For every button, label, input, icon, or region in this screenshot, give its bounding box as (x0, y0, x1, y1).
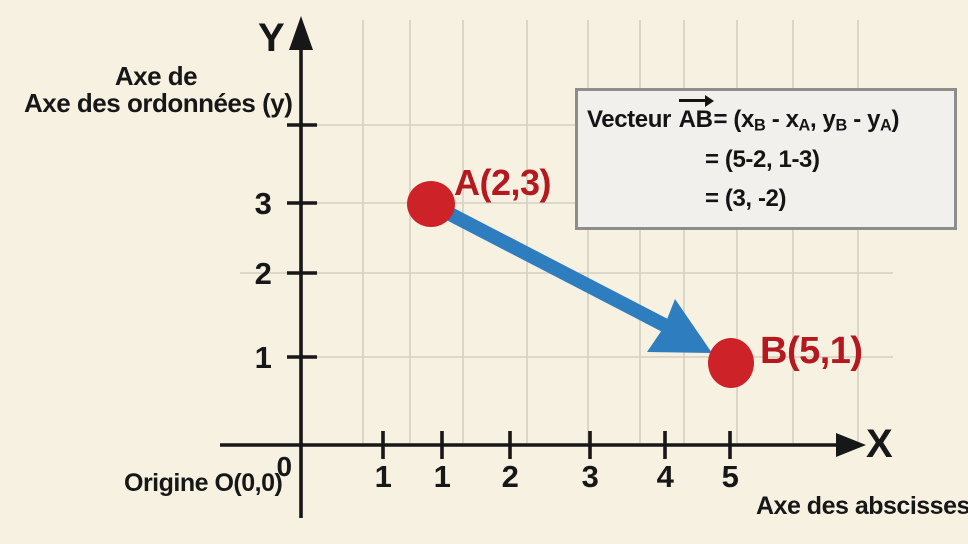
formula-sub-b: B (835, 116, 847, 135)
formula-eq1-seg: , y (810, 106, 836, 133)
point-b-label: B(5,1) (760, 330, 863, 372)
x-tick-label-5: 5 (721, 459, 739, 494)
vector-ab-notation: AB (678, 94, 714, 133)
grid-lines (240, 20, 893, 443)
x-tick-label-1b: 1 (433, 459, 451, 494)
y-axis-arrowhead (289, 16, 313, 50)
y-axis-caption: Axe de Axe des ordonnées (y) (24, 61, 293, 118)
formula-intro: Vecteur (587, 106, 671, 133)
x-tick-label-1a: 1 (374, 459, 392, 494)
point-a-label: A(2,3) (454, 162, 552, 203)
formula-line-1: Vecteur AB= (xB - xA, yB - yA) (587, 94, 948, 135)
x-axis-caption: Axe des abscisses (756, 492, 968, 520)
y-tick-label-1: 1 (254, 340, 272, 375)
vector-ab-text: AB (678, 106, 713, 133)
origin-zero-label: 0 (276, 451, 292, 482)
formula-line-3: = (3, -2) (705, 185, 787, 212)
x-axis-letter: X (866, 422, 893, 466)
vector-ab-arrowhead (647, 299, 712, 353)
x-tick-label-3: 3 (581, 459, 599, 494)
point-b-dot (708, 338, 754, 388)
point-a-dot (407, 181, 455, 227)
formula-eq1-seg: - y (846, 106, 881, 133)
formula-line-2: = (5-2, 1-3) (705, 146, 820, 173)
y-tick-label-2: 2 (254, 256, 272, 291)
y-tick-label-3: 3 (254, 186, 272, 221)
formula-sub-a: A (798, 116, 811, 135)
vector-overline-arrow-icon (678, 94, 714, 107)
x-axis-ticks (381, 431, 732, 459)
x-tick-label-4: 4 (656, 459, 674, 494)
y-axis-ticks (287, 123, 317, 359)
y-axis-caption-line2: Axe des ordonnées (y) (24, 88, 293, 118)
x-tick-label-2: 2 (501, 459, 519, 494)
y-axis-caption-line1: Axe de (114, 61, 198, 91)
formula-eq1-seg: ) (891, 106, 900, 133)
origin-caption: Origine O(0,0) (124, 469, 283, 497)
formula-eq1-seg: = (x (713, 106, 755, 133)
formula-sub-a: A (880, 116, 892, 135)
x-axis-arrowhead (836, 433, 866, 457)
formula-box: Vecteur AB= (xB - xA, yB - yA) = (5-2, 1-… (575, 88, 957, 230)
formula-eq1-seg: - x (765, 106, 799, 133)
formula-sub-b: B (753, 116, 766, 135)
y-axis-letter: Y (258, 16, 285, 60)
vector-ab-shaft (446, 207, 672, 334)
axes-lines (220, 40, 842, 518)
